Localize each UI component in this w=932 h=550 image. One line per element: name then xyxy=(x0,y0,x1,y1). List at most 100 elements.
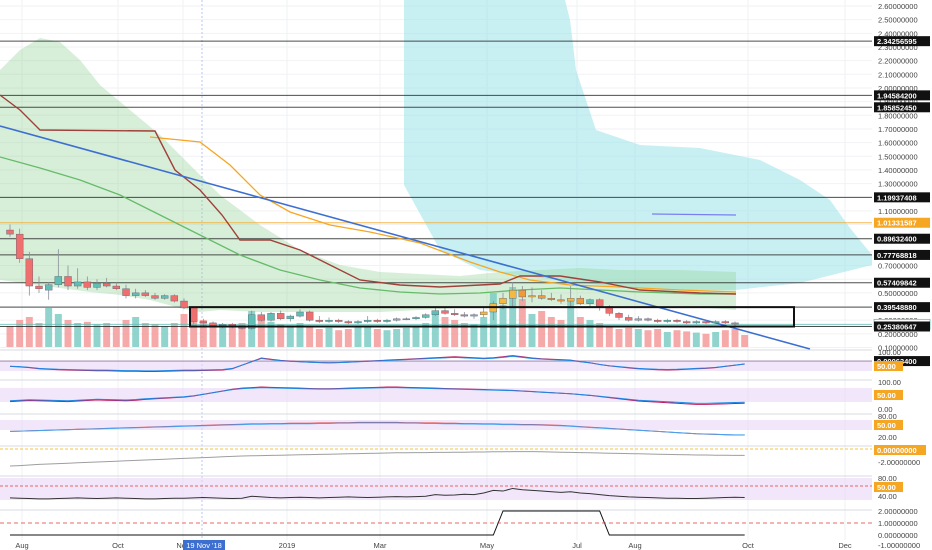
candle-body xyxy=(402,318,411,321)
volume-bar xyxy=(683,331,691,347)
price-tick-label: 2.10000000 xyxy=(878,70,918,79)
volume-bar xyxy=(373,329,381,347)
rsi2-line xyxy=(9,487,745,500)
volume-bar xyxy=(731,329,739,347)
level-label-box xyxy=(874,277,930,288)
candle-body xyxy=(296,311,304,317)
price-tick-label: 2.30000000 xyxy=(878,43,918,52)
volume-bar xyxy=(596,323,604,347)
price-tick-label: 0.10000000 xyxy=(878,344,918,353)
candle-body xyxy=(276,313,285,320)
price-tick-label: 1.70000000 xyxy=(878,125,918,134)
volume-bar xyxy=(644,330,652,347)
volume-bar xyxy=(431,314,439,347)
price-tick-label: 2.50000000 xyxy=(878,16,918,25)
volume-bar xyxy=(422,323,430,347)
candle-body xyxy=(247,314,256,329)
indicator-label: 50.00 xyxy=(877,421,896,430)
level-label-text: 1.19937408 xyxy=(877,193,917,202)
candle-body xyxy=(54,276,63,285)
candle-body xyxy=(257,314,266,321)
volume-bar xyxy=(45,308,53,347)
volume-bar xyxy=(528,314,536,347)
price-tick-label: 2.00000000 xyxy=(878,84,918,93)
volume-bar xyxy=(470,324,478,347)
bollinger-band xyxy=(0,38,736,312)
candle-body xyxy=(692,321,701,324)
indicator-label: 80.00 xyxy=(878,474,897,483)
volume-bar xyxy=(238,323,246,347)
candle-body xyxy=(731,322,739,325)
volume-bar xyxy=(161,326,169,347)
level-label-box xyxy=(874,102,930,113)
candle-body xyxy=(576,298,585,304)
candle-body xyxy=(160,295,169,299)
volume-bar xyxy=(54,314,62,347)
volume-bar xyxy=(112,326,120,347)
volume-bar xyxy=(518,299,526,347)
level-label-text: 0.77768818 xyxy=(877,251,917,260)
indicator-label: 0.00000000 xyxy=(878,531,918,540)
candle-body xyxy=(209,322,217,326)
candle-body xyxy=(6,229,14,235)
level-label-box xyxy=(874,233,930,244)
level-label-box xyxy=(874,249,930,260)
volume-bar xyxy=(673,330,681,347)
consolidation-box xyxy=(189,306,795,328)
volume-bar xyxy=(625,327,633,347)
volume-bar xyxy=(103,323,111,347)
indicator-label-box xyxy=(874,482,903,492)
candle-body xyxy=(508,289,517,299)
candle-body xyxy=(131,292,140,296)
range-box xyxy=(189,306,795,328)
volume-bar xyxy=(6,326,14,347)
candle-body xyxy=(470,314,478,317)
volume-bar xyxy=(296,323,304,347)
candle-body xyxy=(35,285,43,289)
time-tick-label: Dec xyxy=(838,541,852,550)
level-label-box xyxy=(874,217,930,228)
volume-bar xyxy=(460,323,468,347)
candle-body xyxy=(528,295,536,298)
volume-bar xyxy=(702,333,710,347)
level-label-text: 1.94584200 xyxy=(877,91,917,100)
candle-body xyxy=(170,295,179,302)
indicator-label: 20.00 xyxy=(878,433,897,442)
candle-body xyxy=(412,317,420,320)
price-tick-label: 0.70000000 xyxy=(878,262,918,271)
indicator-label: 50.00 xyxy=(877,362,896,371)
candle-body xyxy=(25,258,34,287)
indicator-label: 50.00 xyxy=(877,483,896,492)
candle-body xyxy=(499,298,507,304)
candle-body xyxy=(122,288,130,296)
candle-body xyxy=(73,281,82,287)
price-tick-label: 1.60000000 xyxy=(878,139,918,148)
candle-body xyxy=(721,321,730,324)
axis-background xyxy=(872,0,932,550)
candle-body xyxy=(392,318,401,321)
candle-body xyxy=(586,299,594,304)
ma-orange-line xyxy=(149,136,737,293)
indicator-label: 1.00000000 xyxy=(878,519,918,528)
price-tick-label: 1.30000000 xyxy=(878,180,918,189)
time-marker-box xyxy=(183,540,225,550)
price-tick-label: 1.40000000 xyxy=(878,166,918,175)
pane-band xyxy=(0,360,872,371)
time-tick-label: Aug xyxy=(628,541,641,550)
candle-body xyxy=(634,318,643,321)
indicator-label: -2.00000000 xyxy=(878,458,920,467)
indicator-panes xyxy=(0,349,872,536)
volume-bar xyxy=(509,287,517,347)
indicator-label: 2.00000000 xyxy=(878,507,918,516)
indicator-label-box xyxy=(874,420,903,430)
volume-bar xyxy=(180,314,188,347)
volume-bar xyxy=(25,317,33,347)
level-label-box xyxy=(874,36,930,47)
volume-bar xyxy=(547,317,555,347)
candle-body xyxy=(557,299,565,302)
time-axis-background xyxy=(0,540,872,550)
osc-line xyxy=(9,386,745,405)
indicator-label: 0.00000000 xyxy=(877,446,917,455)
volume-bar xyxy=(634,329,642,347)
candle-body xyxy=(711,321,720,324)
